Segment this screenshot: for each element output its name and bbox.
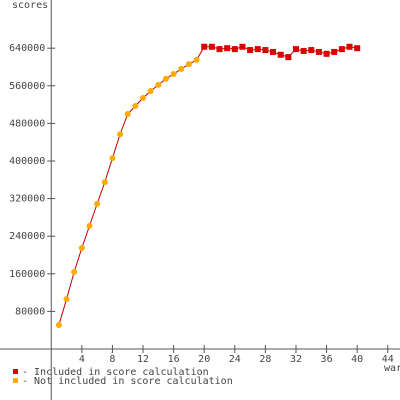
point (315, 48, 322, 55)
x-tick-label: 8 (109, 354, 115, 365)
point (216, 46, 223, 53)
point (201, 43, 208, 50)
point (124, 110, 131, 117)
y-tick-label: 240000 (9, 231, 45, 242)
x-tick-label: 20 (198, 354, 210, 365)
x-axis-label: war (384, 363, 400, 374)
x-tick-label: 4 (79, 354, 85, 365)
point (170, 71, 177, 78)
x-tick-label: 24 (229, 354, 241, 365)
point (78, 244, 85, 251)
point (308, 47, 315, 54)
y-tick-label: 640000 (9, 43, 45, 54)
point (285, 54, 292, 61)
point (254, 46, 261, 53)
y-tick-label: 80000 (15, 306, 45, 317)
legend-label: - Included in score calculation (22, 367, 209, 378)
y-tick-label: 480000 (9, 118, 45, 129)
point (140, 95, 147, 102)
y-tick-label: 400000 (9, 156, 45, 167)
point (178, 65, 185, 72)
point (224, 45, 231, 52)
x-tick-label: 12 (137, 354, 149, 365)
point (63, 296, 70, 303)
point (101, 179, 108, 186)
point (323, 50, 330, 57)
point (94, 200, 101, 207)
point (239, 43, 246, 50)
y-tick-label: 560000 (9, 81, 45, 92)
point (247, 47, 254, 54)
x-tick-label: 44 (382, 354, 394, 365)
point (231, 46, 238, 53)
point (300, 47, 307, 54)
point (71, 268, 78, 275)
point (147, 87, 154, 94)
x-tick-label: 36 (321, 354, 333, 365)
legend-swatch (13, 369, 18, 374)
point (208, 43, 215, 50)
point (185, 61, 192, 68)
legend-label: - Not included in score calculation (22, 376, 233, 387)
y-tick-label: 320000 (9, 194, 45, 205)
point (354, 45, 361, 52)
point (117, 131, 124, 138)
point (292, 46, 299, 53)
point (262, 47, 269, 54)
point (193, 56, 200, 63)
data-line (58, 46, 358, 326)
point (55, 322, 62, 329)
point (346, 43, 353, 50)
point (109, 155, 116, 162)
point (338, 46, 345, 53)
legend-swatch (13, 378, 18, 383)
point (162, 75, 169, 82)
y-tick-label: 160000 (9, 269, 45, 280)
point (155, 81, 162, 88)
x-tick-label: 28 (259, 354, 271, 365)
point (132, 102, 139, 109)
x-tick-label: 16 (168, 354, 180, 365)
x-tick-label: 32 (290, 354, 302, 365)
point (331, 48, 338, 55)
point (270, 48, 277, 55)
x-tick-label: 40 (351, 354, 363, 365)
point (277, 51, 284, 58)
y-axis-label: scores (12, 0, 48, 11)
point (86, 222, 93, 229)
